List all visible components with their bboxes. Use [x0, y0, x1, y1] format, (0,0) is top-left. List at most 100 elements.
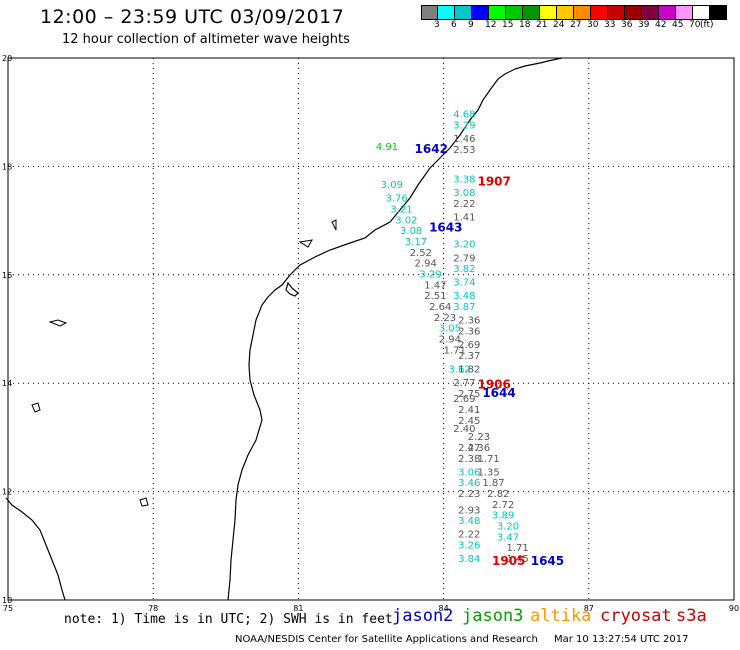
- wave-height-label: 2.37: [458, 351, 480, 362]
- pass-time-label: 1907: [477, 174, 510, 188]
- colorbar-label: 6: [451, 20, 457, 30]
- y-tick-label: 18: [2, 162, 12, 171]
- coastline-india-east: [227, 57, 563, 601]
- wave-height-label: 2.52: [410, 248, 432, 259]
- colorbar-label: 15: [502, 20, 514, 30]
- wave-height-label: 4.91: [376, 142, 398, 153]
- colorbar: [421, 5, 727, 20]
- wave-height-label: 2.77: [453, 378, 475, 389]
- wave-height-label: 2.38: [458, 454, 480, 465]
- wave-height-label: 2.36: [458, 326, 480, 337]
- wave-height-label: 3.87: [453, 302, 475, 313]
- wave-height-label: 3.02: [395, 215, 417, 226]
- wave-height-label: 3.29: [419, 270, 441, 281]
- legend-item-jason3: jason3: [462, 606, 524, 626]
- wave-height-label: 3.05: [439, 324, 461, 335]
- wave-height-label: 2.22: [458, 530, 480, 541]
- wave-height-label: 2.36: [468, 443, 490, 454]
- wave-height-label: 1.46: [453, 134, 475, 145]
- colorbar-swatch: [523, 5, 540, 20]
- colorbar-swatch: [472, 5, 489, 20]
- page-subtitle: 12 hour collection of altimeter wave hei…: [62, 32, 350, 47]
- wave-height-label: 1.71: [477, 454, 499, 465]
- wave-height-label: 3.08: [453, 188, 475, 199]
- colorbar-label: 24: [553, 20, 565, 30]
- x-tick-label: 78: [148, 604, 158, 613]
- wave-height-label: 2.22: [453, 199, 475, 210]
- y-tick-label: 16: [2, 271, 12, 280]
- wave-height-label: 2.47: [458, 443, 480, 454]
- wave-height-label: 2.93: [458, 505, 480, 516]
- colorbar-label: (ft): [700, 20, 714, 30]
- wave-height-label: 2.94: [439, 335, 461, 346]
- small-island-5: [331, 219, 337, 231]
- wave-height-label: 3.38: [453, 175, 475, 186]
- wave-height-label: 3.26: [458, 541, 480, 552]
- x-tick-label: 84: [439, 604, 449, 613]
- wave-height-label: 3.29: [453, 120, 475, 131]
- colorbar-swatch: [421, 5, 438, 20]
- wave-height-label: 2.36: [458, 316, 480, 327]
- colorbar-label: 39: [638, 20, 650, 30]
- wave-height-label: 2.23: [458, 489, 480, 500]
- colorbar-label: 3: [434, 20, 440, 30]
- wave-height-label: 2.53: [453, 145, 475, 156]
- axis-tick-labels: 75 78 81 84 87 90 20 18 16 14 12 10: [2, 54, 739, 613]
- y-tick-label: 20: [2, 54, 12, 63]
- wave-height-label: 3.84: [458, 554, 480, 565]
- wave-height-label: 3.20: [453, 240, 475, 251]
- colorbar-swatch: [557, 5, 574, 20]
- map-frame: [7, 57, 735, 601]
- legend-item-altika: altika: [530, 606, 592, 626]
- wave-height-label: 2.23: [434, 313, 456, 324]
- legend-item-s3a: s3a: [676, 606, 707, 626]
- wave-height-label: 2.72: [492, 500, 514, 511]
- coastline-godavari-delta: [285, 281, 299, 297]
- pass-time-label: 1644: [482, 386, 515, 400]
- wave-height-label: 2.23: [468, 432, 490, 443]
- colorbar-swatch: [489, 5, 506, 20]
- footer-note: note: 1) Time is in UTC; 2) SWH is in fe…: [64, 612, 393, 627]
- wave-height-label: 2.75: [458, 389, 480, 400]
- colorbar-swatch: [591, 5, 608, 20]
- small-island-2: [31, 402, 41, 413]
- wave-height-label: 3.62: [448, 364, 470, 375]
- wave-height-label: 1.35: [477, 467, 499, 478]
- pass-time-label: 1643: [429, 220, 462, 234]
- colorbar-swatch: [455, 5, 472, 20]
- colorbar-label: 30: [587, 20, 599, 30]
- y-tick-label: 10: [2, 596, 12, 605]
- wave-height-label: 3.76: [386, 194, 408, 205]
- y-tick-label: 12: [2, 488, 12, 497]
- wave-height-label: 1.87: [482, 478, 504, 489]
- colorbar-swatch: [506, 5, 523, 20]
- wave-height-label: 2.69: [458, 340, 480, 351]
- wave-height-label: 2.45: [458, 416, 480, 427]
- wave-height-points: 4.683.291.462.534.913.383.082.221.413.09…: [376, 110, 529, 565]
- wave-height-label: 1.82: [458, 364, 480, 375]
- colorbar-label: 42: [655, 20, 667, 30]
- colorbar-label: 21: [536, 20, 548, 30]
- wave-height-label: 3.46: [458, 478, 480, 489]
- wave-height-label: 4.68: [453, 110, 475, 121]
- wave-height-label: 3.48: [458, 516, 480, 527]
- pass-time-label: 1906: [477, 378, 510, 392]
- colorbar-label: 45: [672, 20, 684, 30]
- wave-height-label: 1.41: [453, 213, 475, 224]
- wave-height-label: 2.40: [453, 424, 475, 435]
- x-tick-label: 90: [729, 604, 739, 613]
- colorbar-label: 27: [570, 20, 582, 30]
- small-island-3: [139, 497, 149, 507]
- colorbar-swatch: [438, 5, 455, 20]
- wave-height-label: 3.20: [497, 522, 519, 533]
- wave-height-label: 2.79: [453, 253, 475, 264]
- wave-height-label: 3.74: [453, 278, 475, 289]
- timestamp-text: Mar 10 13:27:54 UTC 2017: [554, 634, 689, 645]
- colorbar-swatch: [540, 5, 557, 20]
- wave-height-label: 1.71: [444, 345, 466, 356]
- colorbar-swatch: [710, 5, 727, 20]
- colorbar-swatch: [693, 5, 710, 20]
- colorbar-swatch: [676, 5, 693, 20]
- wave-height-label: 2.64: [429, 302, 451, 313]
